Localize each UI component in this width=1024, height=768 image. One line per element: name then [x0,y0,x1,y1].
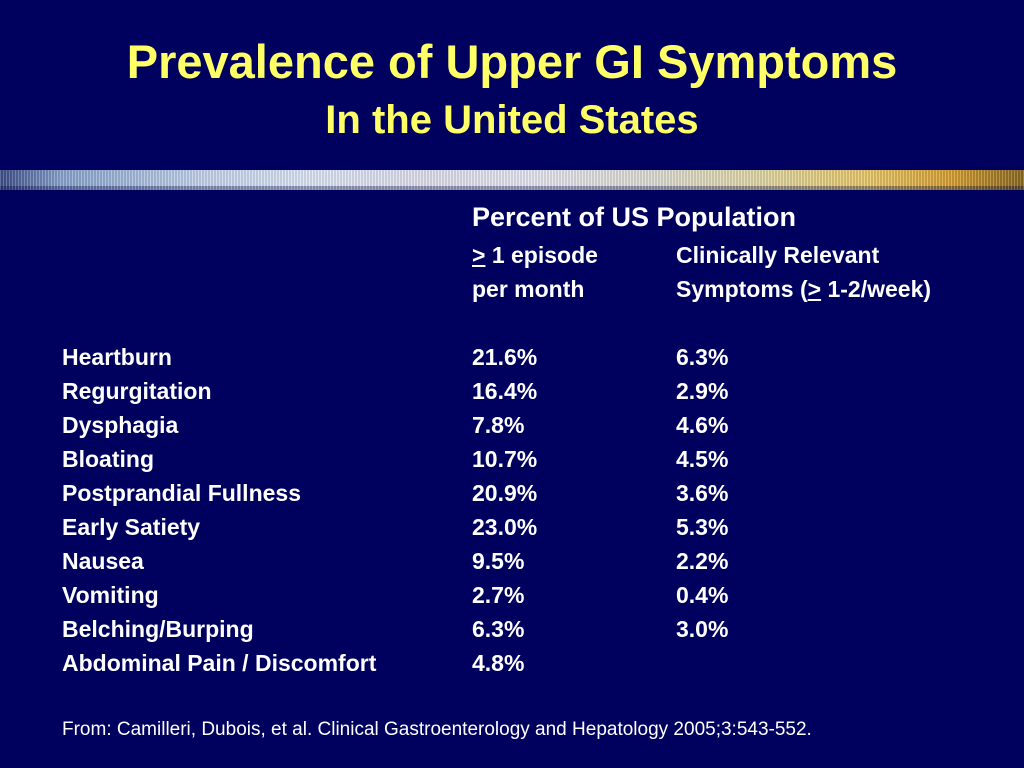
episode-percent: 7.8% [472,412,525,438]
episode-percent: 23.0% [472,514,538,540]
column-header-episode-line1-text: 1 episode [485,242,598,268]
table-row: Heartburn 21.6% 6.3% [0,340,1024,374]
symptom-name: Vomiting [62,582,159,608]
table-row: Nausea 9.5% 2.2% [0,544,1024,578]
clinical-percent: 4.6% [676,412,729,438]
clinical-percent: 2.2% [676,548,729,574]
table-row: Belching/Burping 6.3% 3.0% [0,612,1024,646]
clinical-percent: 5.3% [676,514,729,540]
table-row: Bloating 10.7% 4.5% [0,442,1024,476]
column-header-clinical-line1: Clinically Relevant [676,242,880,268]
clinical-percent: 3.6% [676,480,729,506]
source-citation: From: Camilleri, Dubois, et al. Clinical… [62,719,812,740]
symptom-name: Regurgitation [62,378,212,404]
episode-percent: 6.3% [472,616,525,642]
table-row: Vomiting 2.7% 0.4% [0,578,1024,612]
symptom-name: Postprandial Fullness [62,480,301,506]
episode-percent: 9.5% [472,548,525,574]
clinical-percent: 6.3% [676,344,729,370]
column-header-clinical-line2: Symptoms (> 1-2/week) [676,274,931,304]
greater-or-equal-symbol: > [807,276,822,302]
clinical-percent: 3.0% [676,616,729,642]
symptom-name: Early Satiety [62,514,201,540]
greater-or-equal-symbol: > [472,242,486,268]
episode-percent: 10.7% [472,446,538,472]
table-row: Abdominal Pain / Discomfort 4.8% [0,646,1024,680]
table-header-title: Percent of US Population [472,202,797,232]
column-header-episode-line2: per month [472,276,585,302]
column-header-clinical-line2-post: 1-2/week) [821,276,932,302]
symptom-name: Bloating [62,446,154,472]
decorative-divider-bar [0,170,1024,190]
symptom-name: Belching/Burping [62,616,254,642]
table-row: Postprandial Fullness 20.9% 3.6% [0,476,1024,510]
slide-title: Prevalence of Upper GI Symptoms [126,35,898,88]
clinical-percent: 2.9% [676,378,729,404]
symptom-name: Abdominal Pain / Discomfort [62,650,377,676]
clinical-percent: 4.5% [676,446,729,472]
symptom-name: Dysphagia [62,412,179,438]
episode-percent: 4.8% [472,650,525,676]
symptom-name: Heartburn [62,344,172,370]
column-header-clinical-line2-pre: Symptoms ( [676,276,808,302]
symptom-name: Nausea [62,548,144,574]
episode-percent: 2.7% [472,582,525,608]
column-header-episode-line1: > 1 episode [472,240,598,270]
episode-percent: 16.4% [472,378,538,404]
clinical-percent: 0.4% [676,582,729,608]
episode-percent: 20.9% [472,480,538,506]
episode-percent: 21.6% [472,344,538,370]
table-row: Early Satiety 23.0% 5.3% [0,510,1024,544]
table-row: Regurgitation 16.4% 2.9% [0,374,1024,408]
slide-subtitle: In the United States [325,98,699,142]
table-row: Dysphagia 7.8% 4.6% [0,408,1024,442]
